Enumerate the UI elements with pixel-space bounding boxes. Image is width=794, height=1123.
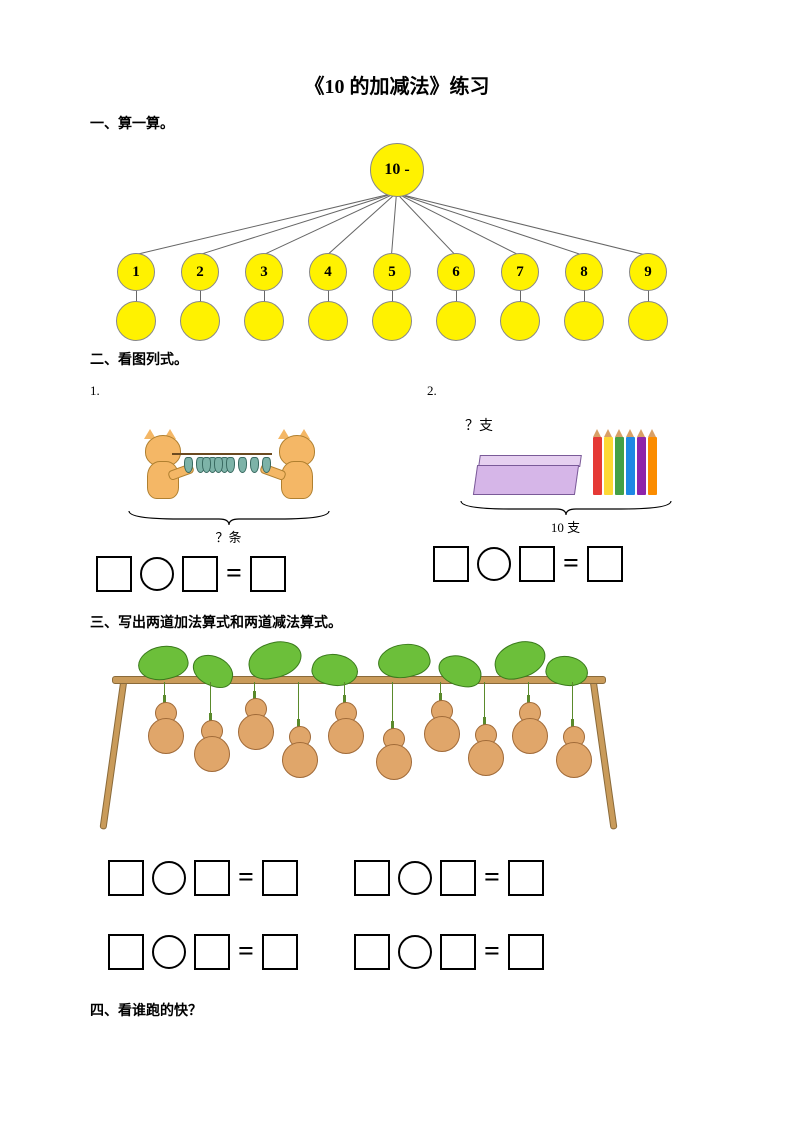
equals-icon: = — [226, 559, 242, 589]
brace-icon — [456, 499, 676, 517]
equals-icon: = — [484, 863, 500, 893]
tree-answer-node[interactable] — [436, 301, 476, 341]
pencil-icon — [648, 437, 657, 495]
tree-answer-node[interactable] — [564, 301, 604, 341]
equation-template-2: = — [433, 546, 704, 582]
gourd-illustration — [98, 642, 618, 832]
number-box[interactable] — [262, 860, 298, 896]
problem-1-number: 1. — [90, 383, 367, 399]
operator-circle[interactable] — [398, 935, 432, 969]
number-box[interactable] — [433, 546, 469, 582]
number-box[interactable] — [194, 934, 230, 970]
section3-heading: 三、写出两道加法算式和两道减法算式。 — [90, 612, 704, 632]
operator-circle[interactable] — [152, 861, 186, 895]
operator-circle[interactable] — [398, 861, 432, 895]
number-box[interactable] — [96, 556, 132, 592]
number-box[interactable] — [354, 934, 390, 970]
problem-2-total-label: 10 支 — [551, 520, 580, 535]
number-box[interactable] — [108, 860, 144, 896]
gourd-icon — [376, 728, 410, 784]
number-box[interactable] — [440, 860, 476, 896]
tree-answer-node[interactable] — [244, 301, 284, 341]
number-box[interactable] — [508, 934, 544, 970]
equals-icon: = — [563, 549, 579, 579]
tree-answer-node[interactable] — [180, 301, 220, 341]
gourd-icon — [556, 726, 590, 782]
pencil-box-illustration: ？支 — [427, 405, 704, 495]
equals-icon: = — [238, 863, 254, 893]
number-box[interactable] — [354, 860, 390, 896]
section1-heading: 一、算一算。 — [90, 113, 704, 133]
problem-1-bracket-label: ？条 — [215, 530, 241, 545]
number-box[interactable] — [587, 546, 623, 582]
gourd-icon — [194, 720, 228, 776]
gourd-icon — [282, 726, 316, 782]
cats-fish-illustration — [90, 405, 367, 505]
pencil-icon — [604, 437, 613, 495]
operator-circle[interactable] — [477, 547, 511, 581]
equals-icon: = — [238, 937, 254, 967]
tree-mid-node: 4 — [309, 253, 347, 291]
tree-answer-node[interactable] — [308, 301, 348, 341]
tree-answer-node[interactable] — [628, 301, 668, 341]
problem-1: 1. — [90, 379, 367, 606]
pencil-icon — [615, 437, 624, 495]
page-title: 《10 的加减法》练习 — [90, 70, 704, 99]
gourd-icon — [424, 700, 458, 756]
number-box[interactable] — [508, 860, 544, 896]
number-box[interactable] — [194, 860, 230, 896]
number-box[interactable] — [519, 546, 555, 582]
number-box[interactable] — [440, 934, 476, 970]
section4-heading: 四、看谁跑的快？ — [90, 1000, 704, 1020]
number-box[interactable] — [108, 934, 144, 970]
pencil-icon — [637, 437, 646, 495]
operator-circle[interactable] — [140, 557, 174, 591]
section2-heading: 二、看图列式。 — [90, 349, 704, 369]
tree-mid-node: 2 — [181, 253, 219, 291]
tree-top-node: 10 - — [370, 143, 424, 197]
equation-template: = — [108, 860, 298, 896]
equation-template: = — [354, 934, 544, 970]
number-box[interactable] — [182, 556, 218, 592]
number-box[interactable] — [262, 934, 298, 970]
pencil-icon — [626, 437, 635, 495]
tree-mid-node: 8 — [565, 253, 603, 291]
equation-template: = — [108, 934, 298, 970]
tree-mid-node: 1 — [117, 253, 155, 291]
number-box[interactable] — [250, 556, 286, 592]
tree-answer-node[interactable] — [116, 301, 156, 341]
subtraction-tree-diagram: 10 - 123456789 — [107, 143, 687, 343]
pencil-icon — [593, 437, 602, 495]
equals-icon: = — [484, 937, 500, 967]
tree-mid-node: 7 — [501, 253, 539, 291]
problem-2-number: 2. — [427, 383, 704, 399]
tree-answer-node[interactable] — [372, 301, 412, 341]
gourd-icon — [512, 702, 546, 758]
tree-mid-node: 6 — [437, 253, 475, 291]
gourd-icon — [328, 702, 362, 758]
equation-template-1: = — [96, 556, 367, 592]
tree-mid-node: 3 — [245, 253, 283, 291]
gourd-icon — [468, 724, 502, 780]
tree-mid-node: 9 — [629, 253, 667, 291]
operator-circle[interactable] — [152, 935, 186, 969]
tree-answer-node[interactable] — [500, 301, 540, 341]
equation-template: = — [354, 860, 544, 896]
problem-2: 2. ？支 10 支 = — [427, 379, 704, 606]
gourd-icon — [148, 702, 182, 758]
gourd-icon — [238, 698, 272, 754]
brace-icon — [124, 509, 334, 527]
box-question-label: ？支 — [465, 415, 493, 435]
tree-mid-node: 5 — [373, 253, 411, 291]
